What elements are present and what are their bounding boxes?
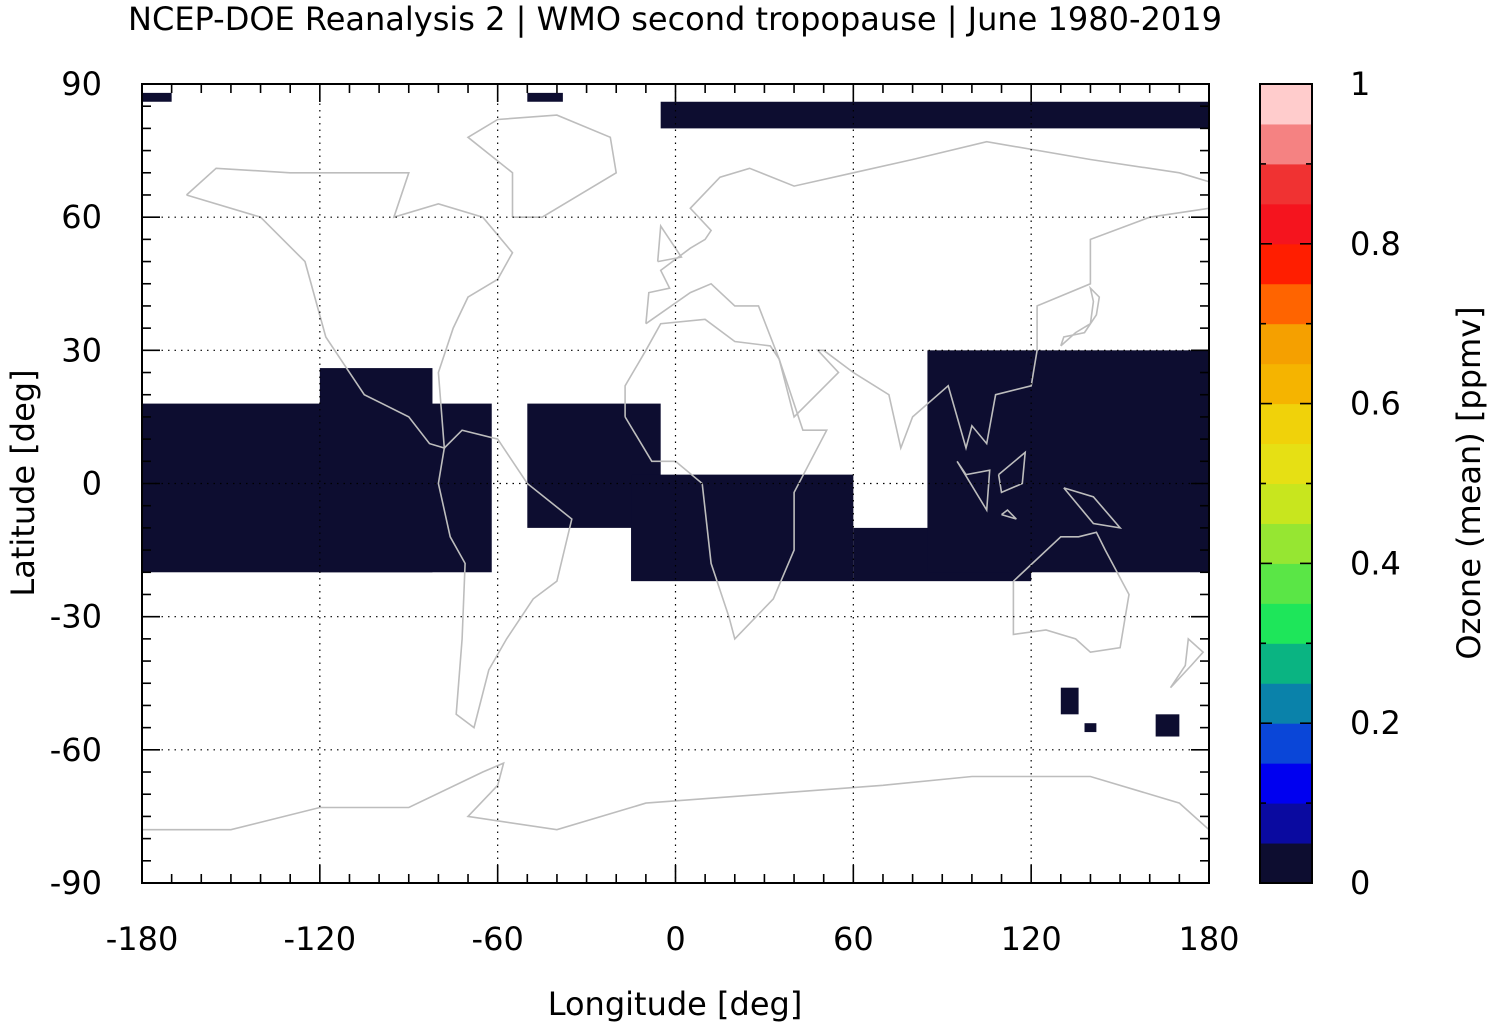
- colorbar-label: Ozone (mean) [ppmv]: [1450, 306, 1488, 659]
- coastline-4: [624, 318, 829, 641]
- coastline-1: [185, 167, 514, 450]
- x-tick-label: 120: [1001, 920, 1062, 958]
- colorbar-block: [1260, 803, 1312, 844]
- colorbar-tick-labels: 0 0.2 0.4 0.6 0.8 1: [1350, 65, 1401, 902]
- colorbar-tick-label: 0.6: [1350, 385, 1401, 423]
- colorbar-block: [1260, 323, 1312, 365]
- colorbar-tick-label: 0: [1350, 864, 1370, 902]
- colorbar-tick-label: 1: [1350, 65, 1370, 103]
- data-cells: [142, 92, 1209, 737]
- colorbar-block: [1260, 843, 1312, 884]
- x-tick-label: 180: [1178, 920, 1239, 958]
- x-tick-label: -180: [106, 920, 179, 958]
- data-cell-central-america-pacific: [319, 368, 433, 573]
- coastline-3: [466, 114, 618, 218]
- colorbar-block: [1260, 123, 1312, 165]
- colorbar-block: [1260, 243, 1312, 285]
- colorbar-tick-label: 0.2: [1350, 704, 1401, 742]
- coastline-11: [1063, 487, 1123, 530]
- x-tick-label: 60: [833, 920, 874, 958]
- colorbar-blocks: [1260, 84, 1312, 884]
- colorbar-block: [1260, 723, 1312, 764]
- colorbar-block: [1260, 84, 1312, 125]
- coastline-13: [1169, 637, 1205, 689]
- colorbar-block: [1260, 363, 1312, 405]
- data-cell-southern-ocean-3: [1155, 714, 1180, 737]
- chart-title: NCEP-DOE Reanalysis 2 | WMO second tropo…: [128, 0, 1222, 38]
- y-tick-labels: 90 60 30 0 -30 -60 -90: [50, 65, 102, 902]
- colorbar-block: [1260, 563, 1312, 604]
- coastline-6: [1012, 531, 1130, 654]
- y-tick-label: -60: [50, 731, 102, 769]
- colorbar-block: [1260, 763, 1312, 804]
- x-tick-label: 0: [665, 920, 685, 958]
- coastline-8: [956, 460, 991, 513]
- coastline-7: [1060, 285, 1101, 347]
- x-tick-labels: -180 -120 -60 0 60 120 180: [106, 920, 1240, 958]
- data-cell-tropical-band-pacific-west: [142, 403, 492, 573]
- colorbar-block: [1260, 163, 1312, 205]
- y-tick-label: 60: [61, 198, 102, 236]
- colorbar-block: [1260, 203, 1312, 245]
- colorbar-tick-label: 0.4: [1350, 544, 1401, 582]
- x-axis-label: Longitude [deg]: [548, 985, 803, 1023]
- axis-ticks: [141, 83, 1210, 884]
- y-axis-label: Latitude [deg]: [4, 369, 42, 596]
- colorbar-block: [1260, 603, 1312, 644]
- colorbar: 0 0.2 0.4 0.6 0.8 1 Ozone (mean) [ppmv]: [1259, 65, 1488, 902]
- colorbar-block: [1260, 443, 1312, 484]
- data-cell-west-pacific-maritime: [927, 350, 1209, 573]
- data-cell-southern-ocean-2: [1084, 723, 1097, 733]
- y-tick-label: -90: [50, 864, 102, 902]
- coastlines: [142, 114, 1210, 831]
- y-tick-label: 0: [82, 465, 102, 503]
- colorbar-ticks: [1260, 83, 1312, 884]
- data-cell-arctic-north-pacific: [142, 92, 172, 102]
- colorbar-block: [1260, 483, 1312, 524]
- y-tick-label: 30: [61, 331, 102, 369]
- coastline-14: [656, 223, 683, 263]
- colorbar-block: [1260, 403, 1312, 445]
- coastline-12: [142, 761, 1210, 831]
- coastline-5: [645, 140, 1210, 452]
- colorbar-block: [1260, 523, 1312, 564]
- x-tick-label: -60: [472, 920, 524, 958]
- data-cell-arctic-eurasia: [660, 101, 1209, 129]
- map-plot: [141, 83, 1210, 884]
- coastline-9: [1001, 509, 1017, 520]
- colorbar-block: [1260, 683, 1312, 724]
- colorbar-tick-label: 0.8: [1350, 225, 1401, 263]
- data-cell-gulf-of-guinea-indian: [631, 474, 854, 582]
- x-tick-label: -120: [284, 920, 357, 958]
- colorbar-block: [1260, 643, 1312, 684]
- coastline-2: [437, 429, 573, 729]
- data-cell-arctic-north-atlantic: [527, 92, 563, 102]
- data-cell-southern-ocean-1: [1060, 687, 1079, 715]
- y-tick-label: 90: [61, 65, 102, 103]
- colorbar-block: [1260, 283, 1312, 325]
- y-tick-label: -30: [50, 598, 102, 636]
- grid-lines: [142, 84, 1209, 883]
- coastline-10: [997, 450, 1027, 494]
